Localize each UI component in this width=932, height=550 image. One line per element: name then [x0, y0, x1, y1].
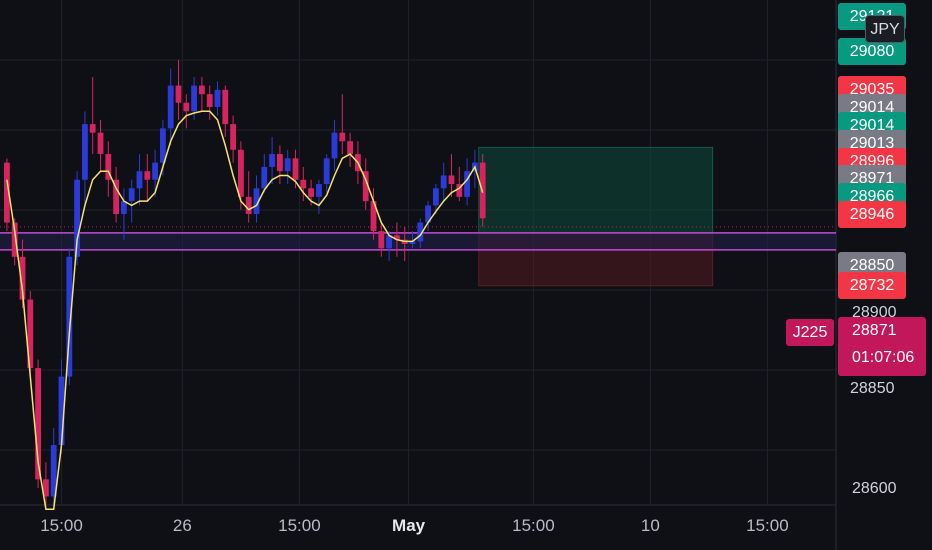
candle-body [222, 89, 229, 125]
price-label: 28946 [838, 201, 906, 229]
candle-body [456, 184, 463, 197]
candle-body [206, 94, 213, 107]
price-label: 28732 [838, 271, 906, 299]
candle-body [440, 175, 447, 189]
candle-body [175, 85, 182, 103]
x-tick-label: May [392, 516, 426, 535]
currency-button[interactable]: JPY [865, 15, 905, 43]
candle-body [238, 149, 244, 197]
candle-body [339, 132, 346, 142]
candle-body [230, 124, 236, 150]
current-price: 28871 [852, 322, 897, 339]
candle-body [409, 241, 416, 244]
candle-body [27, 299, 34, 369]
candle-body [292, 158, 299, 180]
candle-body [308, 188, 314, 197]
candle-body [284, 158, 291, 172]
candle-body [253, 188, 260, 214]
candle-body [370, 201, 377, 232]
candle-body [105, 154, 112, 180]
candle-body [448, 175, 455, 185]
candle-body [394, 235, 400, 240]
x-tick-label: 26 [172, 516, 192, 535]
symbol-tag: J225 [786, 319, 834, 346]
candle-body [277, 154, 283, 172]
bar-countdown: 01:07:06 [852, 349, 915, 366]
candle-body [82, 124, 88, 180]
x-tick-label: 15:00 [278, 516, 321, 535]
candle-body [269, 154, 275, 167]
profit-zone [478, 146, 714, 234]
candle-body [136, 171, 143, 189]
candle-body [323, 158, 330, 185]
candle-body [128, 188, 135, 202]
candle-body [433, 188, 439, 206]
candle-body [425, 205, 431, 223]
candle-body [113, 179, 119, 214]
current-price-box: 28871 01:07:06 [838, 317, 926, 376]
candle-body [300, 179, 307, 189]
y-tick-28600: 28600 [852, 480, 897, 497]
candle-body [245, 196, 252, 214]
candle-body [417, 222, 424, 242]
candle-body [464, 171, 470, 197]
candle-body [11, 222, 18, 257]
candle-body [167, 85, 174, 129]
candle-body [97, 132, 104, 155]
candle-body [331, 132, 338, 159]
candle-body [316, 184, 322, 197]
candle-body [362, 171, 369, 202]
candle-body [214, 89, 221, 107]
candle-body [160, 128, 166, 163]
candle-body [50, 445, 57, 497]
candle-body [121, 201, 127, 214]
candle-body [378, 231, 385, 249]
candle-body [43, 479, 49, 497]
y-tick-28900: 28900 [852, 304, 897, 321]
candle-body [144, 171, 151, 180]
candle-body [199, 85, 205, 95]
y-tick-28850: 28850 [850, 380, 895, 397]
candle-body [386, 235, 392, 249]
candle-body [261, 166, 268, 189]
candle-body [19, 256, 26, 300]
candle-body [183, 102, 190, 112]
candle-body [191, 85, 197, 112]
candle-body [347, 141, 353, 155]
candle-body [74, 179, 80, 257]
x-tick-label: 15:00 [40, 516, 83, 535]
candle-body [4, 162, 10, 223]
x-tick-label: 10 [640, 516, 660, 535]
candle-body [66, 256, 73, 377]
x-tick-label: 15:00 [746, 516, 789, 535]
candle-body [152, 162, 158, 180]
candle-body [58, 376, 65, 446]
candle-body [89, 124, 96, 133]
moving-average-line [6, 110, 484, 511]
candle-body [35, 368, 41, 480]
x-tick-label: 15:00 [512, 516, 555, 535]
